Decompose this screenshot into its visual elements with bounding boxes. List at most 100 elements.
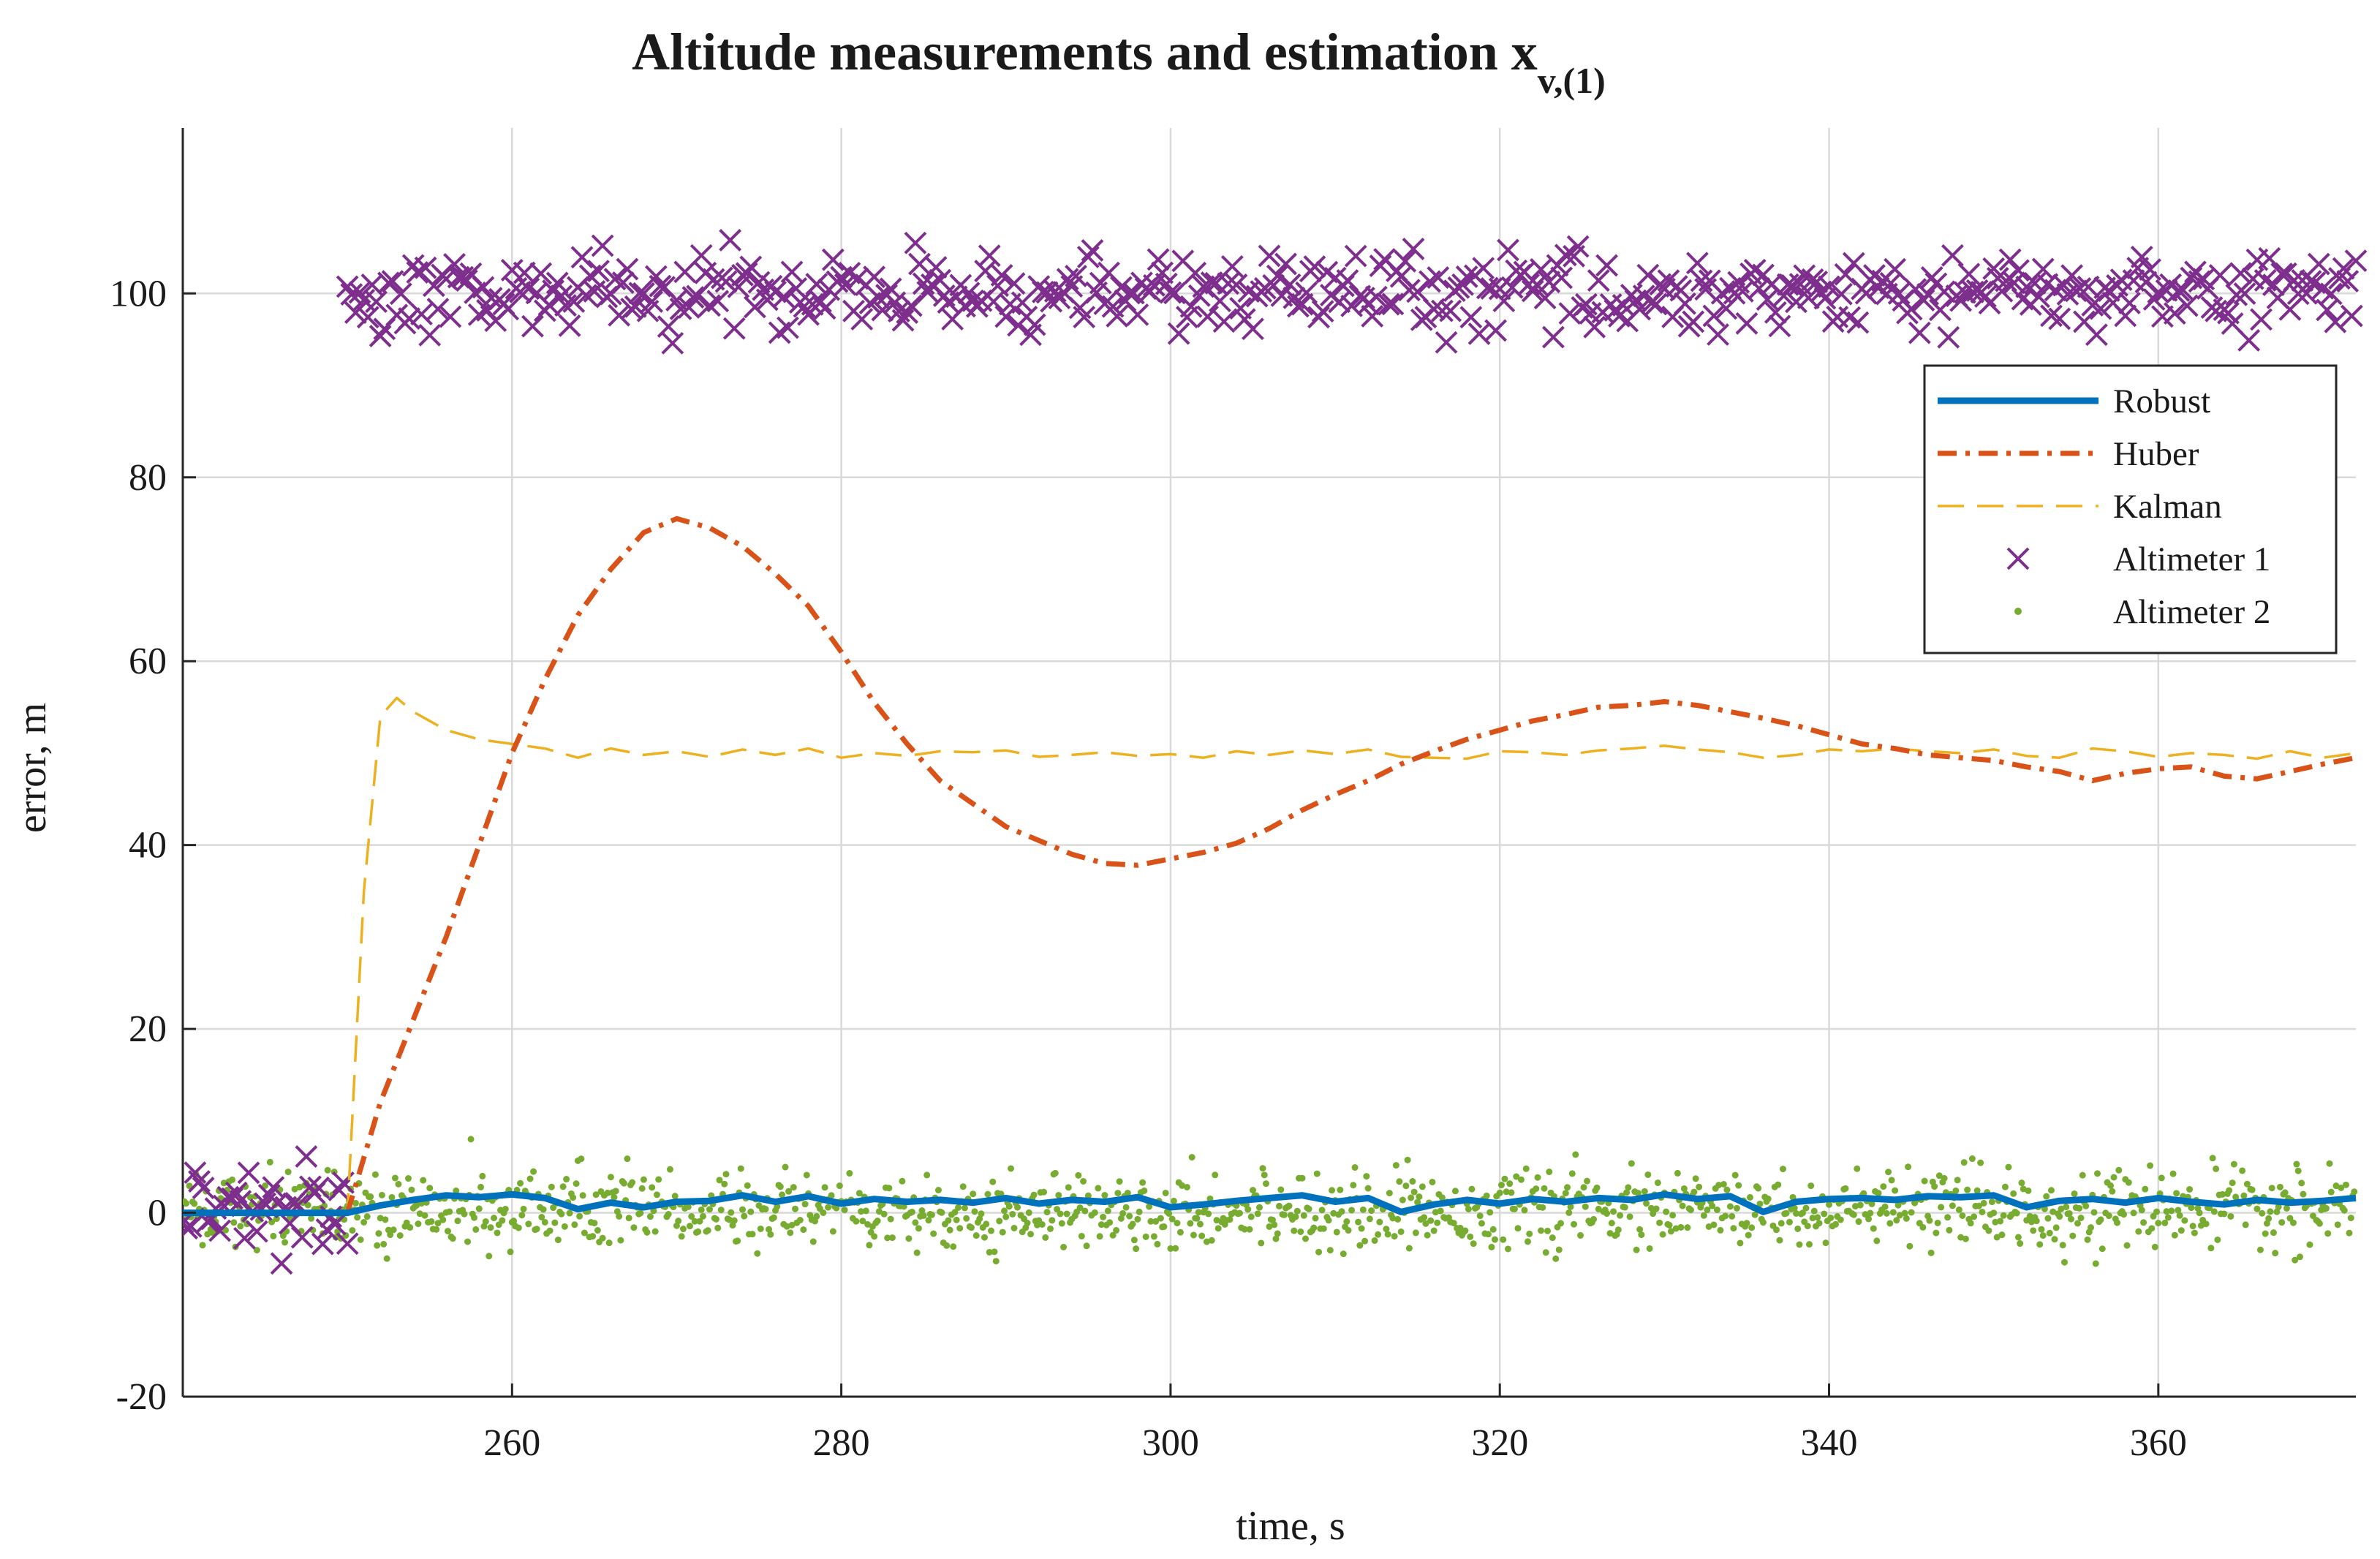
altimeter-2-marker [1926, 1217, 1933, 1224]
altimeter-2-marker [517, 1179, 524, 1187]
altimeter-2-marker [1663, 1208, 1670, 1215]
altimeter-2-marker [866, 1242, 873, 1249]
altimeter-1-marker [1430, 299, 1454, 322]
altimeter-2-marker [1101, 1192, 1108, 1199]
altimeter-2-marker [1375, 1231, 1382, 1238]
altimeter-2-marker [1544, 1227, 1552, 1234]
altimeter-1-marker [805, 273, 828, 295]
altimeter-2-marker [502, 1205, 509, 1212]
altimeter-2-marker [2272, 1250, 2279, 1257]
altimeter-2-marker [1870, 1225, 1877, 1232]
altimeter-2-marker [2017, 1240, 2024, 1247]
altimeter-2-marker [1775, 1181, 1782, 1188]
x-tick-label: 280 [813, 1422, 870, 1464]
altimeter-2-marker [1881, 1203, 1889, 1210]
altimeter-2-marker [354, 1214, 361, 1221]
altimeter-2-marker [2115, 1166, 2123, 1174]
altimeter-2-marker [918, 1207, 926, 1215]
altimeter-1-marker [1159, 281, 1182, 304]
altimeter-1-marker [821, 248, 845, 271]
altimeter-2-marker [1555, 1246, 1563, 1253]
altimeter-1-marker [1587, 269, 1610, 292]
altimeter-2-marker [1397, 1228, 1405, 1235]
altimeter-2-marker [2327, 1188, 2335, 1196]
altimeter-1-marker [2319, 282, 2343, 306]
line-huber [183, 516, 2357, 1216]
altimeter-2-marker [770, 1214, 777, 1221]
altimeter-2-marker [471, 1214, 478, 1221]
altimeter-1-marker [863, 265, 886, 289]
altimeter-2-marker [367, 1193, 374, 1201]
altimeter-1-marker [2229, 262, 2252, 285]
altimeter-2-marker [1402, 1182, 1410, 1190]
altimeter-2-marker [971, 1208, 978, 1215]
altimeter-2-marker [1166, 1209, 1173, 1217]
altimeter-2-marker [1733, 1204, 1740, 1212]
altimeter-2-marker [1565, 1209, 1573, 1216]
altimeter-2-marker [1748, 1224, 1756, 1231]
altimeter-2-marker [1880, 1183, 1887, 1190]
altimeter-2-marker [1198, 1232, 1206, 1239]
altimeter-2-marker [1832, 1220, 1840, 1228]
altimeter-2-marker [1723, 1186, 1731, 1193]
altimeter-2-marker [1142, 1233, 1149, 1240]
altimeter-2-marker [1827, 1214, 1835, 1221]
altimeter-2-marker [1517, 1176, 1525, 1183]
altimeter-1-marker [1381, 292, 1405, 316]
altimeter-2-marker [581, 1229, 588, 1237]
altimeter-2-marker [1501, 1175, 1508, 1182]
altimeter-2-marker [1889, 1209, 1897, 1216]
altimeter-2-marker [946, 1226, 953, 1234]
altimeter-2-marker [1944, 1214, 1952, 1221]
altimeter-2-marker [592, 1191, 600, 1198]
altimeter-2-marker [704, 1227, 711, 1234]
altimeter-2-marker [1669, 1212, 1677, 1219]
altimeter-2-marker [2153, 1208, 2161, 1215]
altimeter-1-marker [777, 316, 799, 339]
altimeter-2-marker [1700, 1212, 1707, 1219]
altimeter-2-marker [220, 1179, 227, 1187]
altimeter-2-marker [1567, 1203, 1574, 1210]
altimeter-2-marker [1104, 1207, 1111, 1215]
altimeter-2-marker [1049, 1217, 1056, 1224]
y-tick-label: 0 [148, 1193, 167, 1234]
altimeter-2-marker [1988, 1198, 1995, 1206]
altimeter-2-marker [433, 1226, 440, 1233]
altimeter-2-marker [684, 1203, 692, 1210]
altimeter-2-marker [954, 1204, 962, 1211]
altimeter-2-marker [1730, 1225, 1737, 1232]
altimeter-1-marker [1884, 257, 1906, 281]
altimeter-1-marker [2208, 264, 2232, 287]
altimeter-2-marker [2181, 1217, 2188, 1224]
altimeter-2-marker [1704, 1207, 1711, 1214]
altimeter-2-marker [1418, 1183, 1426, 1190]
altimeter-2-marker [1888, 1177, 1895, 1184]
altimeter-2-marker [1361, 1237, 1369, 1245]
altimeter-2-marker [1672, 1225, 1680, 1232]
altimeter-2-marker [499, 1217, 506, 1224]
altimeter-2-marker [1957, 1234, 1965, 1241]
altimeter-1-marker [336, 1232, 359, 1256]
altimeter-2-marker [482, 1218, 489, 1226]
altimeter-1-marker [1707, 323, 1729, 346]
altimeter-2-marker [871, 1233, 878, 1240]
altimeter-2-marker [1802, 1204, 1810, 1212]
altimeter-2-marker [616, 1212, 623, 1220]
altimeter-2-marker [1076, 1204, 1084, 1212]
altimeter-2-marker [1946, 1226, 1953, 1234]
altimeter-2-marker [2227, 1212, 2234, 1220]
altimeter-2-marker [1538, 1227, 1544, 1234]
altimeter-2-marker [956, 1225, 964, 1232]
altimeter-2-marker [1647, 1204, 1655, 1212]
altimeter-2-marker [357, 1236, 364, 1243]
altimeter-2-marker [599, 1234, 606, 1242]
altimeter-2-marker [1343, 1218, 1350, 1226]
altimeter-2-marker [439, 1216, 447, 1223]
altimeter-2-marker [611, 1193, 618, 1201]
altimeter-2-marker [2014, 1234, 2022, 1241]
altimeter-2-marker [1654, 1179, 1661, 1187]
legend-item-altimeter-2: Altimeter 2 [2014, 593, 2270, 631]
y-tick-label: 20 [129, 1008, 167, 1050]
altimeter-2-marker [1009, 1210, 1016, 1218]
altimeter-2-marker [1338, 1208, 1345, 1215]
